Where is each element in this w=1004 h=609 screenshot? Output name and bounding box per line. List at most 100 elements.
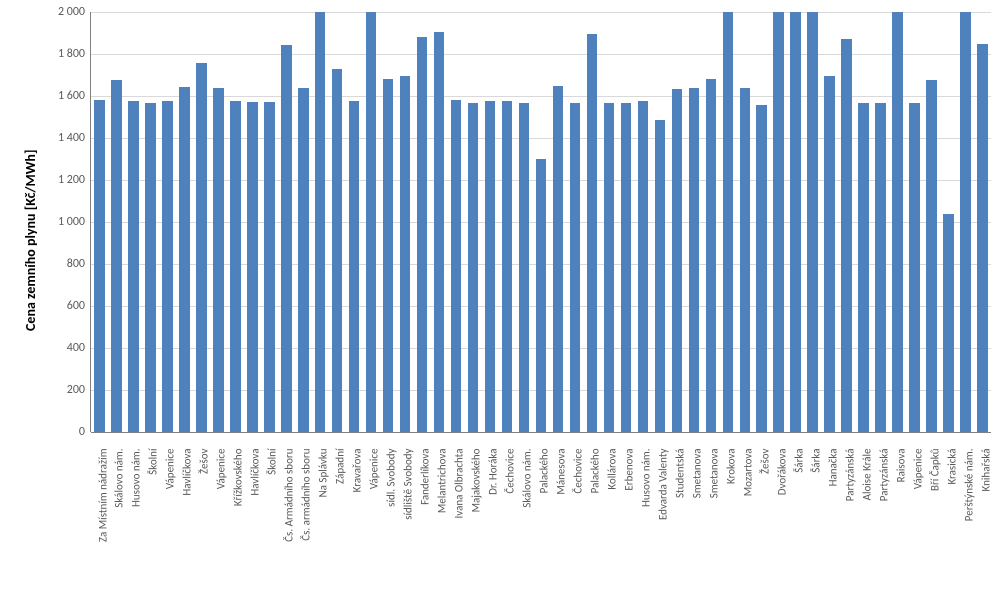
x-category-label: Dr. Horáka [487, 445, 500, 609]
bar [807, 12, 818, 432]
bar [892, 12, 903, 432]
x-category-label: sídliště Svobody [402, 445, 415, 609]
bar [281, 45, 292, 432]
bar [706, 79, 717, 432]
x-category-label: Západní [334, 445, 347, 609]
gridline [91, 138, 991, 139]
x-category-label: Erbenova [622, 445, 635, 609]
bar [740, 88, 751, 432]
bar [943, 214, 954, 432]
bar [570, 103, 581, 432]
x-category-label: Knihařská [979, 445, 992, 609]
bar [926, 80, 937, 432]
plot-area [90, 12, 991, 432]
bar [536, 159, 547, 432]
bar [604, 103, 615, 432]
x-category-label: Skálovo nám. [521, 445, 534, 609]
gridline [91, 96, 991, 97]
bar [553, 86, 564, 433]
x-category-label: Kollárova [605, 445, 618, 609]
bar [468, 103, 479, 432]
x-category-label: Palackého [588, 445, 601, 609]
x-category-label: Ivana Olbrachta [453, 445, 466, 609]
x-category-label: Vápenice [911, 445, 924, 609]
x-category-label: Čechovice [571, 445, 584, 609]
x-category-label: Žešov [758, 445, 771, 609]
bar [875, 103, 886, 432]
bar [298, 88, 309, 432]
x-category-label: Mánesova [554, 445, 567, 609]
bar [824, 76, 835, 432]
x-category-label: Palackého [538, 445, 551, 609]
bar [94, 100, 105, 432]
bar [383, 79, 394, 432]
y-tick-label: 0 [35, 425, 85, 439]
x-category-label: Skálovo nám. [113, 445, 126, 609]
bar [264, 102, 275, 432]
x-category-label: Perštýnské nám. [962, 445, 975, 609]
bar [111, 80, 122, 432]
x-category-label: Hanačka [826, 445, 839, 609]
bar [349, 101, 360, 432]
bar [179, 87, 190, 432]
bar [315, 12, 326, 432]
bar [162, 101, 173, 432]
x-category-label: Kravařova [351, 445, 364, 609]
y-tick-label: 1 200 [35, 173, 85, 187]
x-category-label: Školní [147, 445, 160, 609]
bar [434, 32, 445, 432]
y-tick-label: 2 000 [35, 5, 85, 19]
bar [145, 103, 156, 432]
bar [502, 101, 513, 432]
x-category-label: Šárka [792, 445, 805, 609]
x-category-label: Šárka [809, 445, 822, 609]
bar [196, 63, 207, 432]
x-category-label: Mozartova [741, 445, 754, 609]
bar [366, 12, 377, 432]
bar [332, 69, 343, 432]
gas-price-bar-chart: Cena zemního plynu [Kč/MWh] 020040060080… [0, 0, 1004, 591]
x-category-label: Žešov [198, 445, 211, 609]
x-category-label: Havlíčkova [181, 445, 194, 609]
y-tick-label: 1 800 [35, 47, 85, 61]
y-tick-label: 800 [35, 257, 85, 271]
x-category-label: Aloise Krále [860, 445, 873, 609]
x-category-label: Bří Čapků [928, 445, 941, 609]
x-category-label: Raisova [894, 445, 907, 609]
bar [773, 12, 784, 432]
x-category-label: Čs. armádního sboru [300, 445, 313, 609]
gridline [91, 12, 991, 13]
bar [655, 120, 666, 432]
x-category-label: Vápenice [164, 445, 177, 609]
x-category-label: Smetanova [690, 445, 703, 609]
bar [213, 88, 224, 432]
y-tick-label: 1 400 [35, 131, 85, 145]
x-category-label: Na Splávku [317, 445, 330, 609]
x-category-label: Za Místním nádražím [96, 445, 109, 609]
x-category-label: Dvořákova [775, 445, 788, 609]
bar [790, 12, 801, 432]
y-tick-label: 600 [35, 299, 85, 313]
bar [638, 101, 649, 432]
bar [128, 101, 139, 432]
bar [672, 89, 683, 432]
x-category-label: Melantrichova [436, 445, 449, 609]
y-tick-label: 1 000 [35, 215, 85, 229]
bar [451, 100, 462, 432]
bar [841, 39, 852, 432]
x-category-label: Krasická [945, 445, 958, 609]
y-tick-label: 1 600 [35, 89, 85, 103]
x-category-label: Edvarda Valenty [656, 445, 669, 609]
x-category-label: Smetanova [707, 445, 720, 609]
x-category-label: Fanderlíkova [419, 445, 432, 609]
x-category-label: Vápenice [215, 445, 228, 609]
y-tick-label: 200 [35, 383, 85, 397]
x-category-label: sídl. Svobody [385, 445, 398, 609]
x-category-label: Křížkovského [232, 445, 245, 609]
gridline [91, 432, 991, 433]
x-category-label: Studentská [673, 445, 686, 609]
x-category-label: Partyzánská [843, 445, 856, 609]
x-category-label: Krokova [724, 445, 737, 609]
x-category-label: Majakovského [470, 445, 483, 609]
bar [400, 76, 411, 432]
